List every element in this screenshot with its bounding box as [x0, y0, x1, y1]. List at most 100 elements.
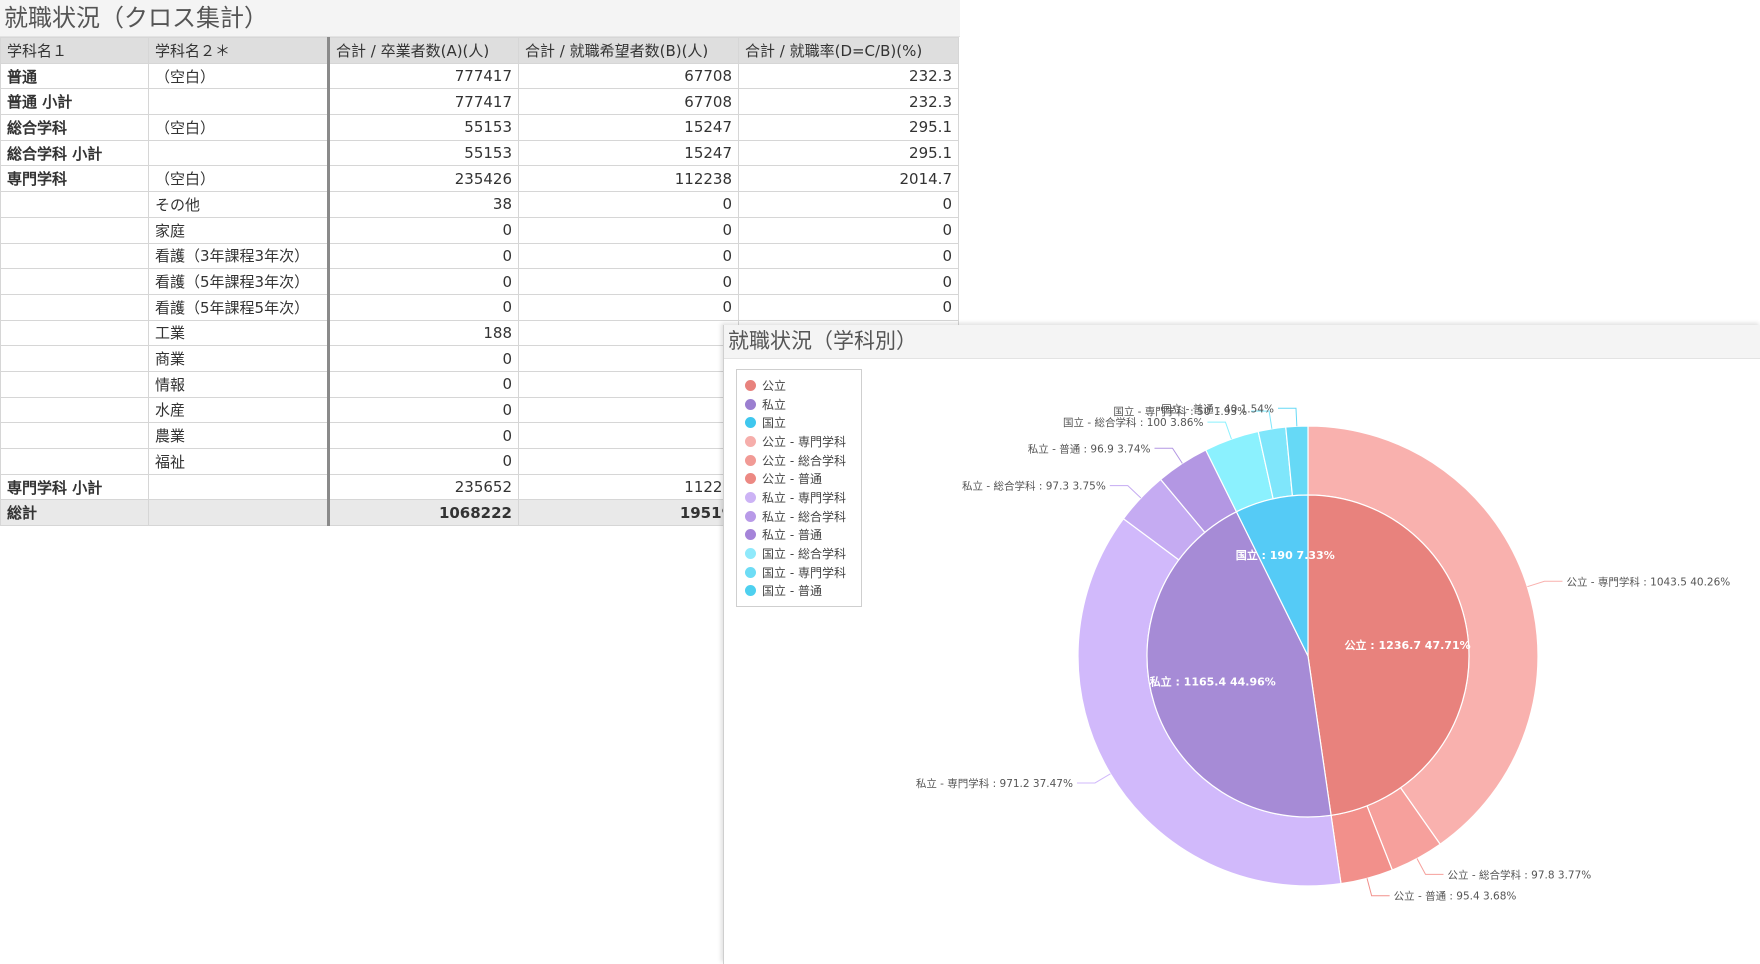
table-row[interactable]: 看護（5年課程5年次） 0 0 0: [0, 293, 959, 321]
table-row[interactable]: 普通 小計 777417 67708 232.3: [0, 88, 959, 116]
legend-item[interactable]: 私立: [745, 395, 853, 414]
table-row[interactable]: 普通 （空白） 777417 67708 232.3: [0, 62, 959, 90]
legend-swatch-icon: [745, 473, 756, 485]
outer-slice-label: 私立 - 専門学科 : 971.2 37.47%: [916, 777, 1073, 790]
row-graduates-cell: 38: [328, 191, 519, 218]
row-dept1-cell: 普通: [0, 62, 149, 90]
column-header-employment-rate[interactable]: 合計 / 就職率(D=C/B)(%): [738, 37, 959, 64]
legend-item[interactable]: 公立 - 普通: [745, 469, 853, 488]
crosstab-table: 学科名１ 学科名２＊ 合計 / 卒業者数(A)(人) 合計 / 就職希望者数(B…: [0, 37, 959, 527]
row-job-seekers-cell: [518, 345, 739, 372]
outer-slice-label: 国立 - 専門学科 : 50 1.93%: [1113, 405, 1247, 418]
row-dept2-cell: 看護（3年課程3年次）: [148, 242, 330, 270]
legend-item[interactable]: 国立 - 専門学科: [745, 563, 853, 582]
row-dept1-cell: [0, 268, 149, 295]
row-dept1-cell: 総計: [0, 499, 149, 527]
table-row[interactable]: 総合学科 小計 55153 15247 295.1: [0, 139, 959, 167]
legend-label: 私立: [762, 397, 787, 412]
row-dept1-cell: [0, 345, 149, 372]
row-graduates-cell: 0: [328, 422, 519, 449]
row-job-seekers-cell: [518, 422, 739, 449]
legend-label: 国立 - 専門学科: [762, 565, 846, 580]
label-leader-line: [1277, 407, 1298, 427]
legend-swatch-icon: [745, 548, 756, 560]
crosstab-title: 就職状況（クロス集計）: [0, 0, 960, 37]
row-job-seekers-cell: 67708: [518, 62, 739, 90]
row-job-seekers-cell: [518, 396, 739, 424]
row-job-seekers-cell: [518, 448, 739, 475]
row-job-seekers-cell: 0: [518, 293, 739, 321]
table-row[interactable]: 総合学科 （空白） 55153 15247 295.1: [0, 114, 959, 141]
column-header-job-seekers[interactable]: 合計 / 就職希望者数(B)(人): [518, 37, 739, 64]
row-graduates-cell: 0: [328, 268, 519, 295]
row-dept2-cell: [148, 473, 330, 501]
row-dept2-cell: 福祉: [148, 448, 330, 475]
column-header-dept2[interactable]: 学科名２＊: [148, 37, 330, 64]
outer-slice-label: 公立 - 普通 : 95.4 3.68%: [1394, 890, 1517, 903]
outer-slice-label: 国立 - 総合学科 : 100 3.86%: [1063, 416, 1203, 429]
crosstab-panel: 就職状況（クロス集計） 学科名１ 学科名２＊ 合計 / 卒業者数(A)(人) 合…: [0, 0, 960, 540]
legend-label: 公立: [762, 378, 787, 393]
legend-swatch-icon: [745, 529, 756, 541]
row-employment-rate-cell: 0: [738, 293, 959, 321]
legend-item[interactable]: 国立 - 総合学科: [745, 544, 853, 563]
table-row[interactable]: 看護（3年課程3年次） 0 0 0: [0, 242, 959, 270]
table-row[interactable]: 工業 188: [0, 319, 959, 347]
row-dept2-cell: 情報: [148, 370, 330, 398]
row-employment-rate-cell: 0: [738, 242, 959, 270]
table-row[interactable]: 専門学科 （空白） 235426 112238 2014.7: [0, 165, 959, 193]
legend-item[interactable]: 私立 - 普通: [745, 526, 853, 545]
table-header-row: 学科名１ 学科名２＊ 合計 / 卒業者数(A)(人) 合計 / 就職希望者数(B…: [0, 37, 959, 64]
row-dept1-cell: [0, 396, 149, 424]
row-employment-rate-cell: 2014.7: [738, 165, 959, 193]
row-job-seekers-cell: 112238: [518, 165, 739, 193]
row-graduates-cell: 0: [328, 448, 519, 475]
inner-pie-slice[interactable]: [1146, 510, 1332, 818]
row-employment-rate-cell: 232.3: [738, 88, 959, 116]
row-job-seekers-cell: [518, 319, 739, 347]
column-header-graduates[interactable]: 合計 / 卒業者数(A)(人): [328, 37, 519, 64]
legend-label: 公立 - 総合学科: [762, 453, 846, 468]
row-job-seekers-cell: 19519: [518, 499, 739, 527]
legend-item[interactable]: 国立 - 普通: [745, 582, 853, 601]
row-job-seekers-cell: 0: [518, 191, 739, 218]
row-graduates-cell: 235652: [328, 473, 519, 501]
row-graduates-cell: 55153: [328, 139, 519, 167]
column-header-dept1[interactable]: 学科名１: [0, 37, 149, 64]
row-graduates-cell: 777417: [328, 62, 519, 90]
row-dept1-cell: 普通 小計: [0, 88, 149, 116]
inner-slice-label: 国立 : 190 7.33%: [1236, 548, 1335, 562]
row-graduates-cell: 777417: [328, 88, 519, 116]
row-dept1-cell: [0, 242, 149, 270]
row-dept2-cell: [148, 88, 330, 116]
label-leader-line: [1416, 858, 1444, 875]
legend-item[interactable]: 私立 - 専門学科: [745, 488, 853, 507]
legend-item[interactable]: 公立 - 専門学科: [745, 432, 853, 451]
outer-slice-label: 国立 - 普通 : 40 1.54%: [1161, 402, 1274, 415]
legend-item[interactable]: 国立: [745, 413, 853, 432]
row-graduates-cell: 0: [328, 216, 519, 244]
legend-item[interactable]: 公立: [745, 376, 853, 395]
table-row[interactable]: 看護（5年課程3年次） 0 0 0: [0, 268, 959, 295]
row-graduates-cell: 188: [328, 319, 519, 347]
label-leader-line: [1109, 485, 1142, 499]
row-graduates-cell: 0: [328, 293, 519, 321]
legend-label: 私立 - 専門学科: [762, 490, 846, 505]
row-dept2-cell: （空白）: [148, 62, 330, 90]
inner-pie-slice[interactable]: [1235, 494, 1309, 657]
row-dept1-cell: [0, 191, 149, 218]
row-dept2-cell: 看護（5年課程3年次）: [148, 268, 330, 295]
pie-chart-panel: 就職状況（学科別） 公立 : 1236.7 47.71% 私立 : 1165.4 …: [723, 325, 1760, 964]
legend-item[interactable]: 公立 - 総合学科: [745, 451, 853, 470]
row-dept2-cell: 農業: [148, 422, 330, 449]
table-body: 普通 （空白） 777417 67708 232.3 普通 小計 777417 67708 23…: [0, 62, 959, 527]
table-row[interactable]: 家庭 0 0 0: [0, 216, 959, 244]
row-employment-rate-cell: 0: [738, 268, 959, 295]
row-dept1-cell: 専門学科 小計: [0, 473, 149, 501]
inner-pie-slice[interactable]: [1307, 494, 1470, 817]
legend-item[interactable]: 私立 - 総合学科: [745, 507, 853, 526]
row-dept1-cell: [0, 319, 149, 347]
legend-label: 国立: [762, 416, 787, 431]
table-row[interactable]: その他 38 0 0: [0, 191, 959, 218]
table-row[interactable]: 福祉 0: [0, 448, 959, 475]
